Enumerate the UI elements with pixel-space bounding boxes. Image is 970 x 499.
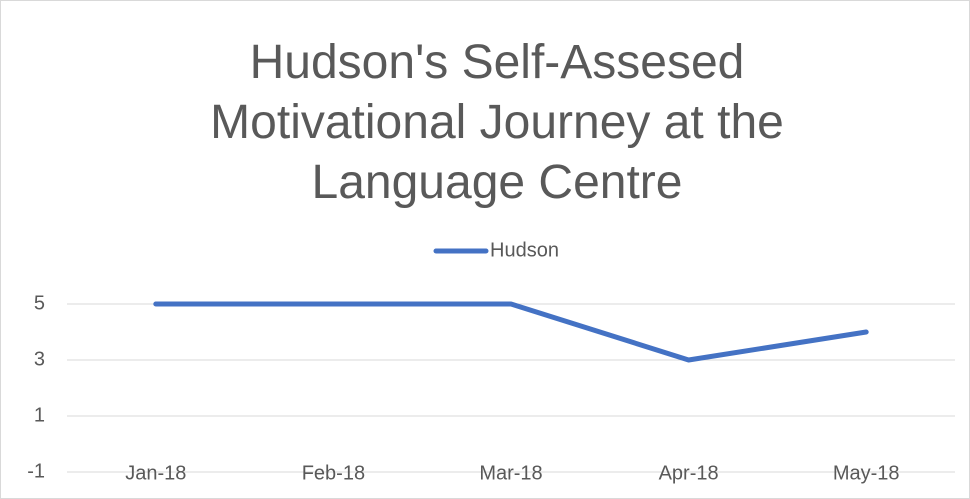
y-tick-label: 3: [34, 348, 45, 370]
y-tick-label: -1: [27, 460, 45, 482]
x-tick-label: May-18: [833, 462, 900, 484]
y-tick-label: 5: [34, 292, 45, 314]
x-tick-label: Mar-18: [479, 462, 542, 484]
x-tick-label: Apr-18: [659, 462, 719, 484]
data-line: [153, 301, 869, 363]
chart-title: Hudson's Self-Assesed: [250, 36, 745, 89]
legend-label: Hudson: [490, 239, 559, 261]
chart-title: Language Centre: [312, 156, 683, 209]
x-tick-label: Feb-18: [302, 462, 365, 484]
x-tick-label: Jan-18: [125, 462, 186, 484]
y-tick-label: 1: [34, 404, 45, 426]
chart-title: Motivational Journey at the: [210, 96, 784, 149]
